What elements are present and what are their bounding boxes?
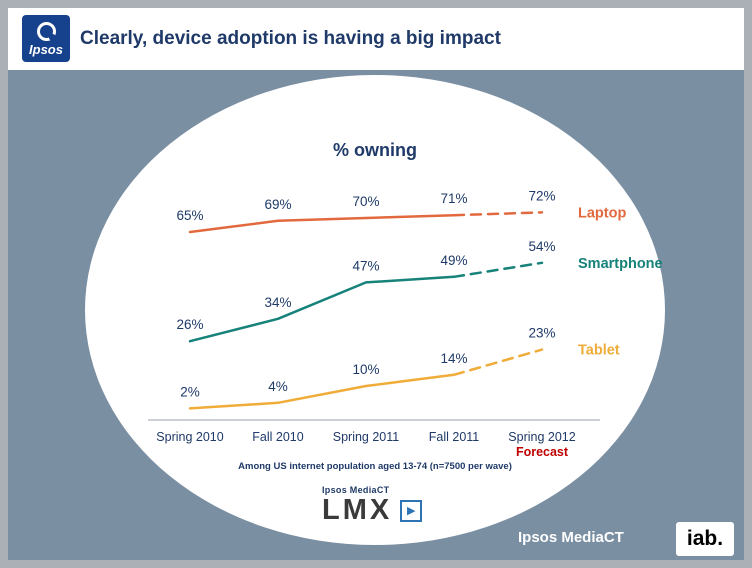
ipsos-mediact-brand: Ipsos MediaCT [518, 529, 624, 546]
series-line-laptop-forecast [452, 211, 544, 217]
series-line-smartphone-actual [188, 275, 456, 343]
slide-title: Clearly, device adoption is having a big… [80, 28, 501, 49]
slide-header: Clearly, device adoption is having a big… [8, 8, 744, 70]
device-adoption-line-chart: 65% 69% 70% 71% 72% Laptop 26% 34% 47% 49% 54% Smar… [148, 188, 663, 444]
x-tick-label: Fall 2010 [252, 430, 303, 444]
series-label-smartphone: Smartphone [578, 256, 663, 272]
value-label-tablet: 2% [180, 384, 200, 399]
x-tick-label: Spring 2010 [156, 430, 223, 444]
value-label-smartphone: 54% [528, 239, 555, 254]
value-label-laptop: 65% [176, 208, 203, 223]
value-label-tablet: 23% [528, 326, 555, 341]
series-label-tablet: Tablet [578, 343, 620, 359]
x-tick-label: Fall 2011 [429, 430, 480, 444]
series-line-smartphone-forecast [452, 261, 544, 279]
series-line-laptop-actual [188, 213, 456, 234]
value-label-laptop: 70% [352, 194, 379, 209]
chart-title: % owning [333, 140, 417, 160]
lmx-logo-block: Ipsos MediaCT LMX ▶ [322, 485, 423, 526]
chart-background-ellipse [85, 75, 665, 545]
lmx-logo-text: LMX [322, 494, 393, 526]
value-label-smartphone: 26% [176, 317, 203, 332]
play-icon: ▶ [400, 499, 423, 522]
x-tick-label: Spring 2011 [333, 430, 400, 444]
value-label-tablet: 10% [352, 362, 379, 377]
value-label-tablet: 14% [440, 351, 467, 366]
value-label-laptop: 72% [528, 188, 555, 203]
series-line-tablet-forecast [452, 348, 544, 377]
value-label-laptop: 69% [264, 197, 291, 212]
ipsos-logo: Ipsos [22, 15, 70, 62]
value-label-smartphone: 49% [440, 253, 467, 268]
forecast-label: Forecast [515, 445, 569, 459]
value-label-smartphone: 34% [264, 295, 291, 310]
ipsos-logo-text: Ipsos [29, 41, 63, 57]
ipsos-logo-icon [36, 21, 56, 41]
chart-footnote: Among US internet population aged 13-74 … [238, 461, 512, 472]
lmx-brand-small: Ipsos MediaCT [322, 485, 390, 495]
series-line-tablet-actual [188, 373, 456, 410]
iab-logo: iab. [676, 522, 734, 556]
value-label-tablet: 4% [268, 379, 288, 394]
value-label-laptop: 71% [440, 191, 467, 206]
slide: Clearly, device adoption is having a big… [8, 8, 744, 560]
x-tick-label: Spring 2012 [508, 430, 575, 444]
lmx-logo-row: LMX ▶ [322, 494, 423, 526]
series-label-laptop: Laptop [578, 205, 626, 221]
value-label-smartphone: 47% [352, 258, 379, 273]
